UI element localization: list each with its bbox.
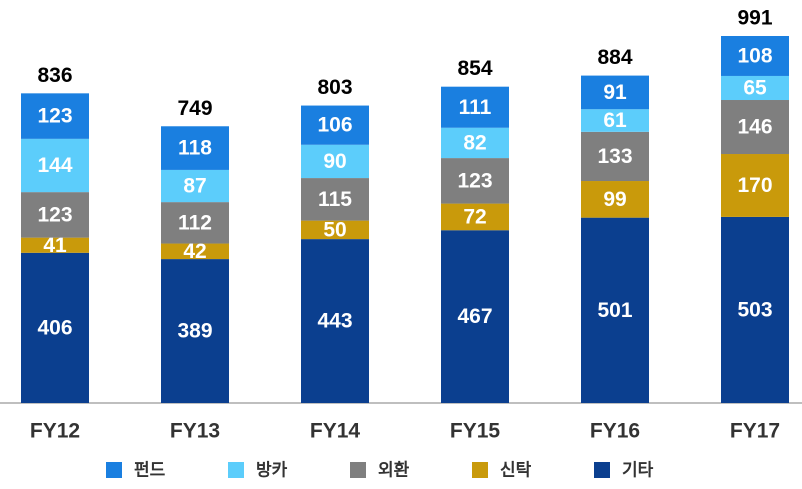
bar-segment — [21, 252, 89, 403]
segment-label: 91 — [603, 81, 627, 104]
x-tick-label: FY12 — [30, 420, 80, 443]
total-label: 854 — [457, 57, 492, 80]
bar-segment — [721, 100, 789, 155]
legend-label: 펀드 — [134, 460, 166, 479]
segment-label: 111 — [459, 96, 492, 119]
x-tick-label: FY17 — [730, 420, 780, 443]
bar-segment — [721, 75, 789, 101]
bar-segment — [21, 192, 89, 238]
legend-label: 신탁 — [500, 460, 532, 479]
x-tick-label: FY15 — [450, 420, 501, 443]
segment-label: 133 — [597, 145, 632, 168]
segment-label: 123 — [457, 169, 492, 192]
total-label: 836 — [37, 64, 72, 87]
bar-segment — [441, 158, 509, 204]
segment-label: 144 — [37, 154, 72, 177]
bar-segment — [441, 86, 509, 128]
segment-label: 99 — [603, 188, 626, 211]
bar-segment — [581, 181, 649, 218]
legend-swatch — [472, 462, 488, 478]
segment-label: 106 — [317, 114, 352, 137]
bar-segment — [581, 217, 649, 403]
segment-label: 61 — [603, 109, 627, 132]
segment-label: 389 — [177, 320, 212, 343]
segment-label: 108 — [737, 45, 772, 68]
segment-label: 42 — [183, 240, 206, 263]
legend-label: 외환 — [378, 460, 410, 479]
bar-segment — [581, 131, 649, 182]
segment-label: 82 — [463, 131, 486, 154]
bar-segment — [721, 154, 789, 217]
bar-segment — [581, 109, 649, 132]
segment-label: 65 — [743, 77, 767, 100]
segment-label: 115 — [318, 188, 352, 211]
bar-segment — [301, 220, 369, 240]
bar-segment — [301, 239, 369, 403]
segment-label: 146 — [737, 116, 772, 139]
bar-segment — [161, 126, 229, 170]
total-label: 803 — [317, 76, 352, 99]
bar-segment — [581, 75, 649, 110]
legend-swatch — [228, 462, 244, 478]
legend-swatch — [350, 462, 366, 478]
x-tick-label: FY14 — [310, 420, 361, 443]
segment-label: 406 — [37, 316, 72, 339]
x-tick-label: FY16 — [590, 420, 640, 443]
total-label: 884 — [597, 46, 632, 69]
legend-label: 기타 — [622, 460, 654, 479]
total-label: 749 — [177, 97, 212, 120]
legend-swatch — [594, 462, 610, 478]
bar-segment — [441, 230, 509, 403]
bar-segment — [21, 93, 89, 139]
bar-segment — [161, 243, 229, 260]
bar-segment — [161, 259, 229, 403]
segment-label: 123 — [37, 203, 72, 226]
segment-label: 501 — [597, 299, 632, 322]
segment-label: 503 — [737, 299, 772, 322]
segment-label: 41 — [43, 234, 67, 257]
bar-segment — [161, 202, 229, 244]
segment-label: 87 — [183, 175, 206, 198]
segment-label: 467 — [457, 305, 492, 328]
bar-segment — [301, 178, 369, 221]
segment-label: 170 — [737, 174, 772, 197]
segment-label: 112 — [178, 211, 212, 234]
bar-segment — [161, 169, 229, 203]
bar-segment — [441, 203, 509, 231]
legend-swatch — [106, 462, 122, 478]
bar-segment — [441, 127, 509, 159]
segment-label: 443 — [317, 310, 352, 333]
bar-segment — [301, 105, 369, 145]
segment-label: 50 — [323, 218, 346, 241]
segment-label: 123 — [37, 105, 72, 128]
total-label: 991 — [737, 7, 772, 30]
segment-label: 90 — [323, 150, 346, 173]
legend-label: 방카 — [256, 460, 288, 479]
bar-segment — [721, 216, 789, 403]
x-tick-label: FY13 — [170, 420, 220, 443]
bar-segment — [21, 138, 89, 193]
bar-segment — [301, 144, 369, 179]
segment-label: 118 — [178, 137, 212, 160]
bar-segment — [721, 36, 789, 76]
bar-segment — [21, 237, 89, 253]
segment-label: 72 — [463, 205, 486, 228]
